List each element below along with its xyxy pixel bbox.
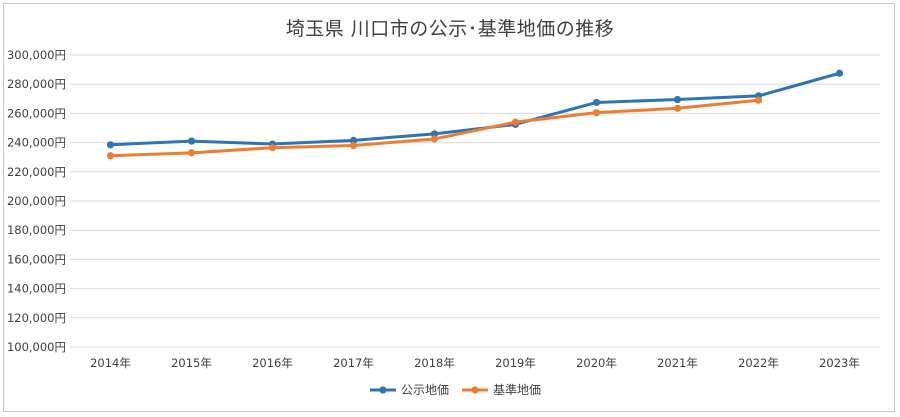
chart-title: 埼玉県 川口市の公示･基準地価の推移 xyxy=(285,18,615,40)
data-point xyxy=(349,136,358,145)
legend: 公示地価 基準地価 xyxy=(370,382,541,397)
data-point xyxy=(511,118,520,126)
data-point xyxy=(187,149,196,157)
data-point xyxy=(673,104,682,112)
legend-swatch-marker xyxy=(379,386,387,394)
x-tick-label: 2021年 xyxy=(657,356,698,370)
y-tick-label: 120,000円 xyxy=(7,311,66,325)
data-point xyxy=(187,137,196,145)
chart-frame: 埼玉県 川口市の公示･基準地価の推移 xyxy=(3,3,895,412)
x-tick-label: 2020年 xyxy=(576,356,617,370)
data-point xyxy=(592,109,601,117)
y-tick-label: 240,000円 xyxy=(7,136,66,150)
legend-label: 基準地価 xyxy=(493,382,541,397)
y-axis-ticks: 100,000円 120,000円 140,000円 160,000円 180,000円… xyxy=(7,48,66,354)
series-lines xyxy=(106,69,844,160)
x-axis-ticks: 2014年 2015年 2016年 2017年 2018年 2019年 2020年 2021年… xyxy=(90,356,860,370)
y-tick-label: 100,000円 xyxy=(7,340,66,354)
data-point xyxy=(592,98,601,107)
x-tick-label: 2016年 xyxy=(252,356,293,370)
data-point xyxy=(754,96,763,104)
data-point xyxy=(106,141,115,149)
y-tick-label: 280,000円 xyxy=(7,77,66,91)
x-tick-label: 2018年 xyxy=(414,356,455,370)
y-tick-label: 200,000円 xyxy=(7,194,66,208)
y-tick-label: 220,000円 xyxy=(7,165,66,179)
x-tick-label: 2014年 xyxy=(90,356,131,370)
y-tick-label: 260,000円 xyxy=(7,106,66,120)
x-tick-label: 2023年 xyxy=(819,356,860,370)
data-point xyxy=(268,144,277,152)
y-tick-label: 300,000円 xyxy=(7,48,66,62)
x-tick-label: 2015年 xyxy=(171,356,212,370)
x-tick-label: 2019年 xyxy=(495,356,536,370)
data-point xyxy=(430,135,439,143)
y-tick-label: 140,000円 xyxy=(7,282,66,296)
legend-swatch-marker xyxy=(471,386,479,394)
legend-label: 公示地価 xyxy=(401,383,449,397)
y-tick-label: 180,000円 xyxy=(7,223,66,237)
x-tick-label: 2017年 xyxy=(333,356,374,370)
y-tick-label: 160,000円 xyxy=(7,252,66,266)
data-point xyxy=(430,130,439,138)
data-point xyxy=(673,95,682,104)
data-point xyxy=(349,141,358,150)
data-point xyxy=(835,69,844,77)
data-point xyxy=(106,152,115,160)
x-tick-label: 2022年 xyxy=(738,356,779,370)
series-line-2 xyxy=(110,98,759,158)
